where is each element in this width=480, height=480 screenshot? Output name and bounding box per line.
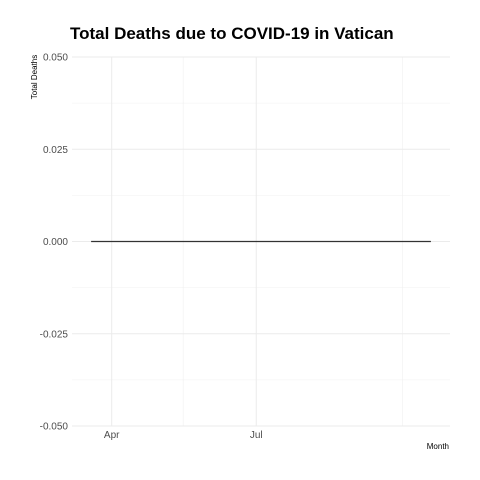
y-tick-label: 0.000 bbox=[43, 237, 68, 248]
y-tick-label: -0.025 bbox=[40, 329, 69, 340]
y-tick-label: 0.050 bbox=[43, 53, 68, 64]
y-tick-label: -0.050 bbox=[40, 422, 69, 433]
x-tick-labels: Apr Jul bbox=[104, 430, 263, 441]
x-tick-label: Jul bbox=[250, 430, 263, 441]
chart-title: Total Deaths due to COVID-19 in Vatican bbox=[70, 24, 394, 43]
y-tick-label: 0.025 bbox=[43, 145, 68, 156]
y-axis-title: Total Deaths bbox=[30, 55, 39, 99]
x-tick-label: Apr bbox=[104, 430, 120, 441]
x-axis-title: Month bbox=[427, 442, 449, 451]
y-tick-labels: -0.050 -0.025 0.000 0.025 0.050 bbox=[40, 53, 69, 433]
